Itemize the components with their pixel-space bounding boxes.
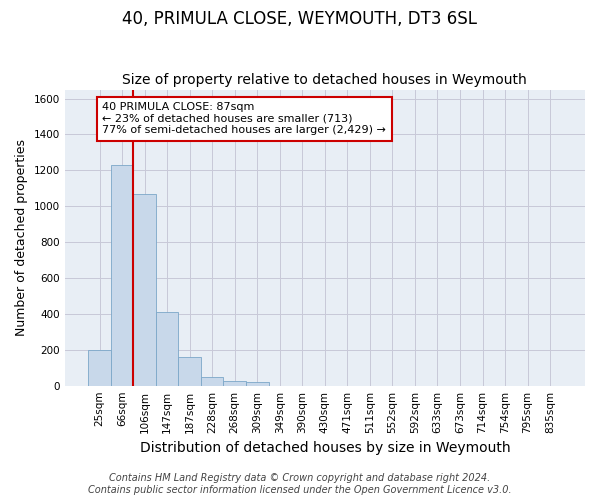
X-axis label: Distribution of detached houses by size in Weymouth: Distribution of detached houses by size …	[140, 441, 510, 455]
Bar	[223, 381, 246, 386]
Bar	[111, 165, 133, 386]
Bar	[133, 194, 156, 386]
Bar	[88, 350, 111, 386]
Bar	[156, 312, 178, 386]
Text: 40, PRIMULA CLOSE, WEYMOUTH, DT3 6SL: 40, PRIMULA CLOSE, WEYMOUTH, DT3 6SL	[122, 10, 478, 28]
Title: Size of property relative to detached houses in Weymouth: Size of property relative to detached ho…	[122, 73, 527, 87]
Text: Contains HM Land Registry data © Crown copyright and database right 2024.
Contai: Contains HM Land Registry data © Crown c…	[88, 474, 512, 495]
Y-axis label: Number of detached properties: Number of detached properties	[15, 139, 28, 336]
Bar	[178, 357, 201, 386]
Bar	[201, 376, 223, 386]
Bar	[246, 382, 269, 386]
Text: 40 PRIMULA CLOSE: 87sqm
← 23% of detached houses are smaller (713)
77% of semi-d: 40 PRIMULA CLOSE: 87sqm ← 23% of detache…	[102, 102, 386, 136]
